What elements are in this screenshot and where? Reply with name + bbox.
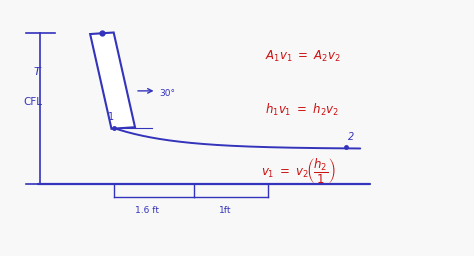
Text: 2: 2: [348, 132, 355, 142]
Text: T: T: [33, 67, 40, 77]
Text: 1.6 ft: 1.6 ft: [135, 206, 159, 215]
Text: $A_1v_1\ =\ A_2v_2$: $A_1v_1\ =\ A_2v_2$: [265, 49, 341, 64]
Text: 1ft: 1ft: [219, 206, 231, 215]
Text: 1: 1: [109, 112, 114, 122]
Polygon shape: [90, 33, 135, 129]
Text: $v_1\ =\ v_2\!\left(\dfrac{h_2}{1}\right)$: $v_1\ =\ v_2\!\left(\dfrac{h_2}{1}\right…: [261, 157, 335, 186]
Text: $h_1v_1\ =\ h_2v_2$: $h_1v_1\ =\ h_2v_2$: [265, 102, 339, 118]
Text: 30°: 30°: [159, 89, 175, 98]
Text: CFL: CFL: [24, 97, 43, 108]
